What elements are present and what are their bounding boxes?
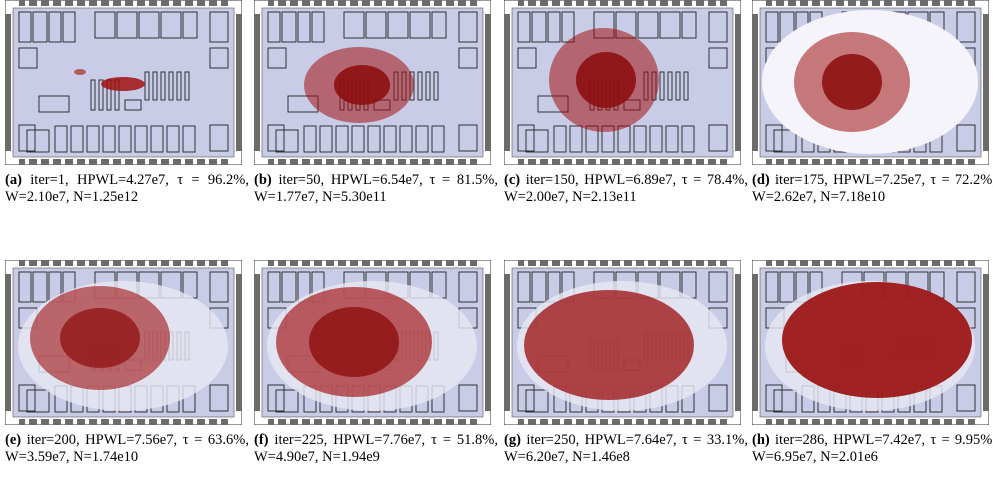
label: (d) (752, 172, 770, 188)
caption: (b) iter=50, HPWL=6.54e7, τ = 81.5%, W=1… (254, 172, 498, 206)
placement-image (752, 0, 989, 165)
label: (b) (254, 172, 272, 188)
placement-image (254, 0, 491, 165)
placement-image (504, 0, 741, 165)
caption: (f) iter=225, HPWL=7.76e7, τ = 51.8%, W=… (254, 432, 498, 466)
placement-image (5, 260, 242, 425)
label: (f) (254, 432, 269, 448)
subfigure: (c) iter=150, HPWL=6.89e7, τ = 78.4%, W=… (504, 0, 748, 206)
caption: (d) iter=175, HPWL=7.25e7, τ = 72.2%, W=… (752, 172, 993, 206)
placement-image (5, 0, 242, 165)
label: (e) (5, 432, 22, 448)
caption-text: iter=250, HPWL=7.64e7, τ = 33.1%, W=6.20… (504, 432, 748, 465)
caption-text: iter=175, HPWL=7.25e7, τ = 72.2%, W=2.62… (752, 172, 993, 205)
label: (a) (5, 172, 22, 188)
subfigure: (g) iter=250, HPWL=7.64e7, τ = 33.1%, W=… (504, 260, 748, 466)
caption: (c) iter=150, HPWL=6.89e7, τ = 78.4%, W=… (504, 172, 748, 206)
label: (h) (752, 432, 770, 448)
label: (g) (504, 432, 521, 448)
subfigure: (h) iter=286, HPWL=7.42e7, τ = 9.95%, W=… (752, 260, 993, 466)
caption: (e) iter=200, HPWL=7.56e7, τ = 63.6%, W=… (5, 432, 249, 466)
caption-text: iter=200, HPWL=7.56e7, τ = 63.6%, W=3.59… (5, 432, 250, 465)
subfigure: (f) iter=225, HPWL=7.76e7, τ = 51.8%, W=… (254, 260, 498, 466)
caption-text: iter=286, HPWL=7.42e7, τ = 9.95%, W=6.95… (752, 432, 993, 465)
subfigure: (b) iter=50, HPWL=6.54e7, τ = 81.5%, W=1… (254, 0, 498, 206)
subfigure: (e) iter=200, HPWL=7.56e7, τ = 63.6%, W=… (5, 260, 249, 466)
caption-text: iter=150, HPWL=6.89e7, τ = 78.4%, W=2.00… (504, 172, 749, 205)
caption: (a) iter=1, HPWL=4.27e7, τ = 96.2%, W=2.… (5, 172, 249, 206)
caption-text: iter=225, HPWL=7.76e7, τ = 51.8%, W=4.90… (254, 432, 498, 465)
placement-image (504, 260, 741, 425)
placement-image (254, 260, 491, 425)
caption-text: iter=50, HPWL=6.54e7, τ = 81.5%, W=1.77e… (254, 172, 499, 205)
subfigure: (d) iter=175, HPWL=7.25e7, τ = 72.2%, W=… (752, 0, 993, 206)
caption: (g) iter=250, HPWL=7.64e7, τ = 33.1%, W=… (504, 432, 748, 466)
placement-image (752, 260, 989, 425)
subfigure: (a) iter=1, HPWL=4.27e7, τ = 96.2%, W=2.… (5, 0, 249, 206)
label: (c) (504, 172, 521, 188)
caption-text: iter=1, HPWL=4.27e7, τ = 96.2%, W=2.10e7… (5, 172, 250, 205)
caption: (h) iter=286, HPWL=7.42e7, τ = 9.95%, W=… (752, 432, 993, 466)
